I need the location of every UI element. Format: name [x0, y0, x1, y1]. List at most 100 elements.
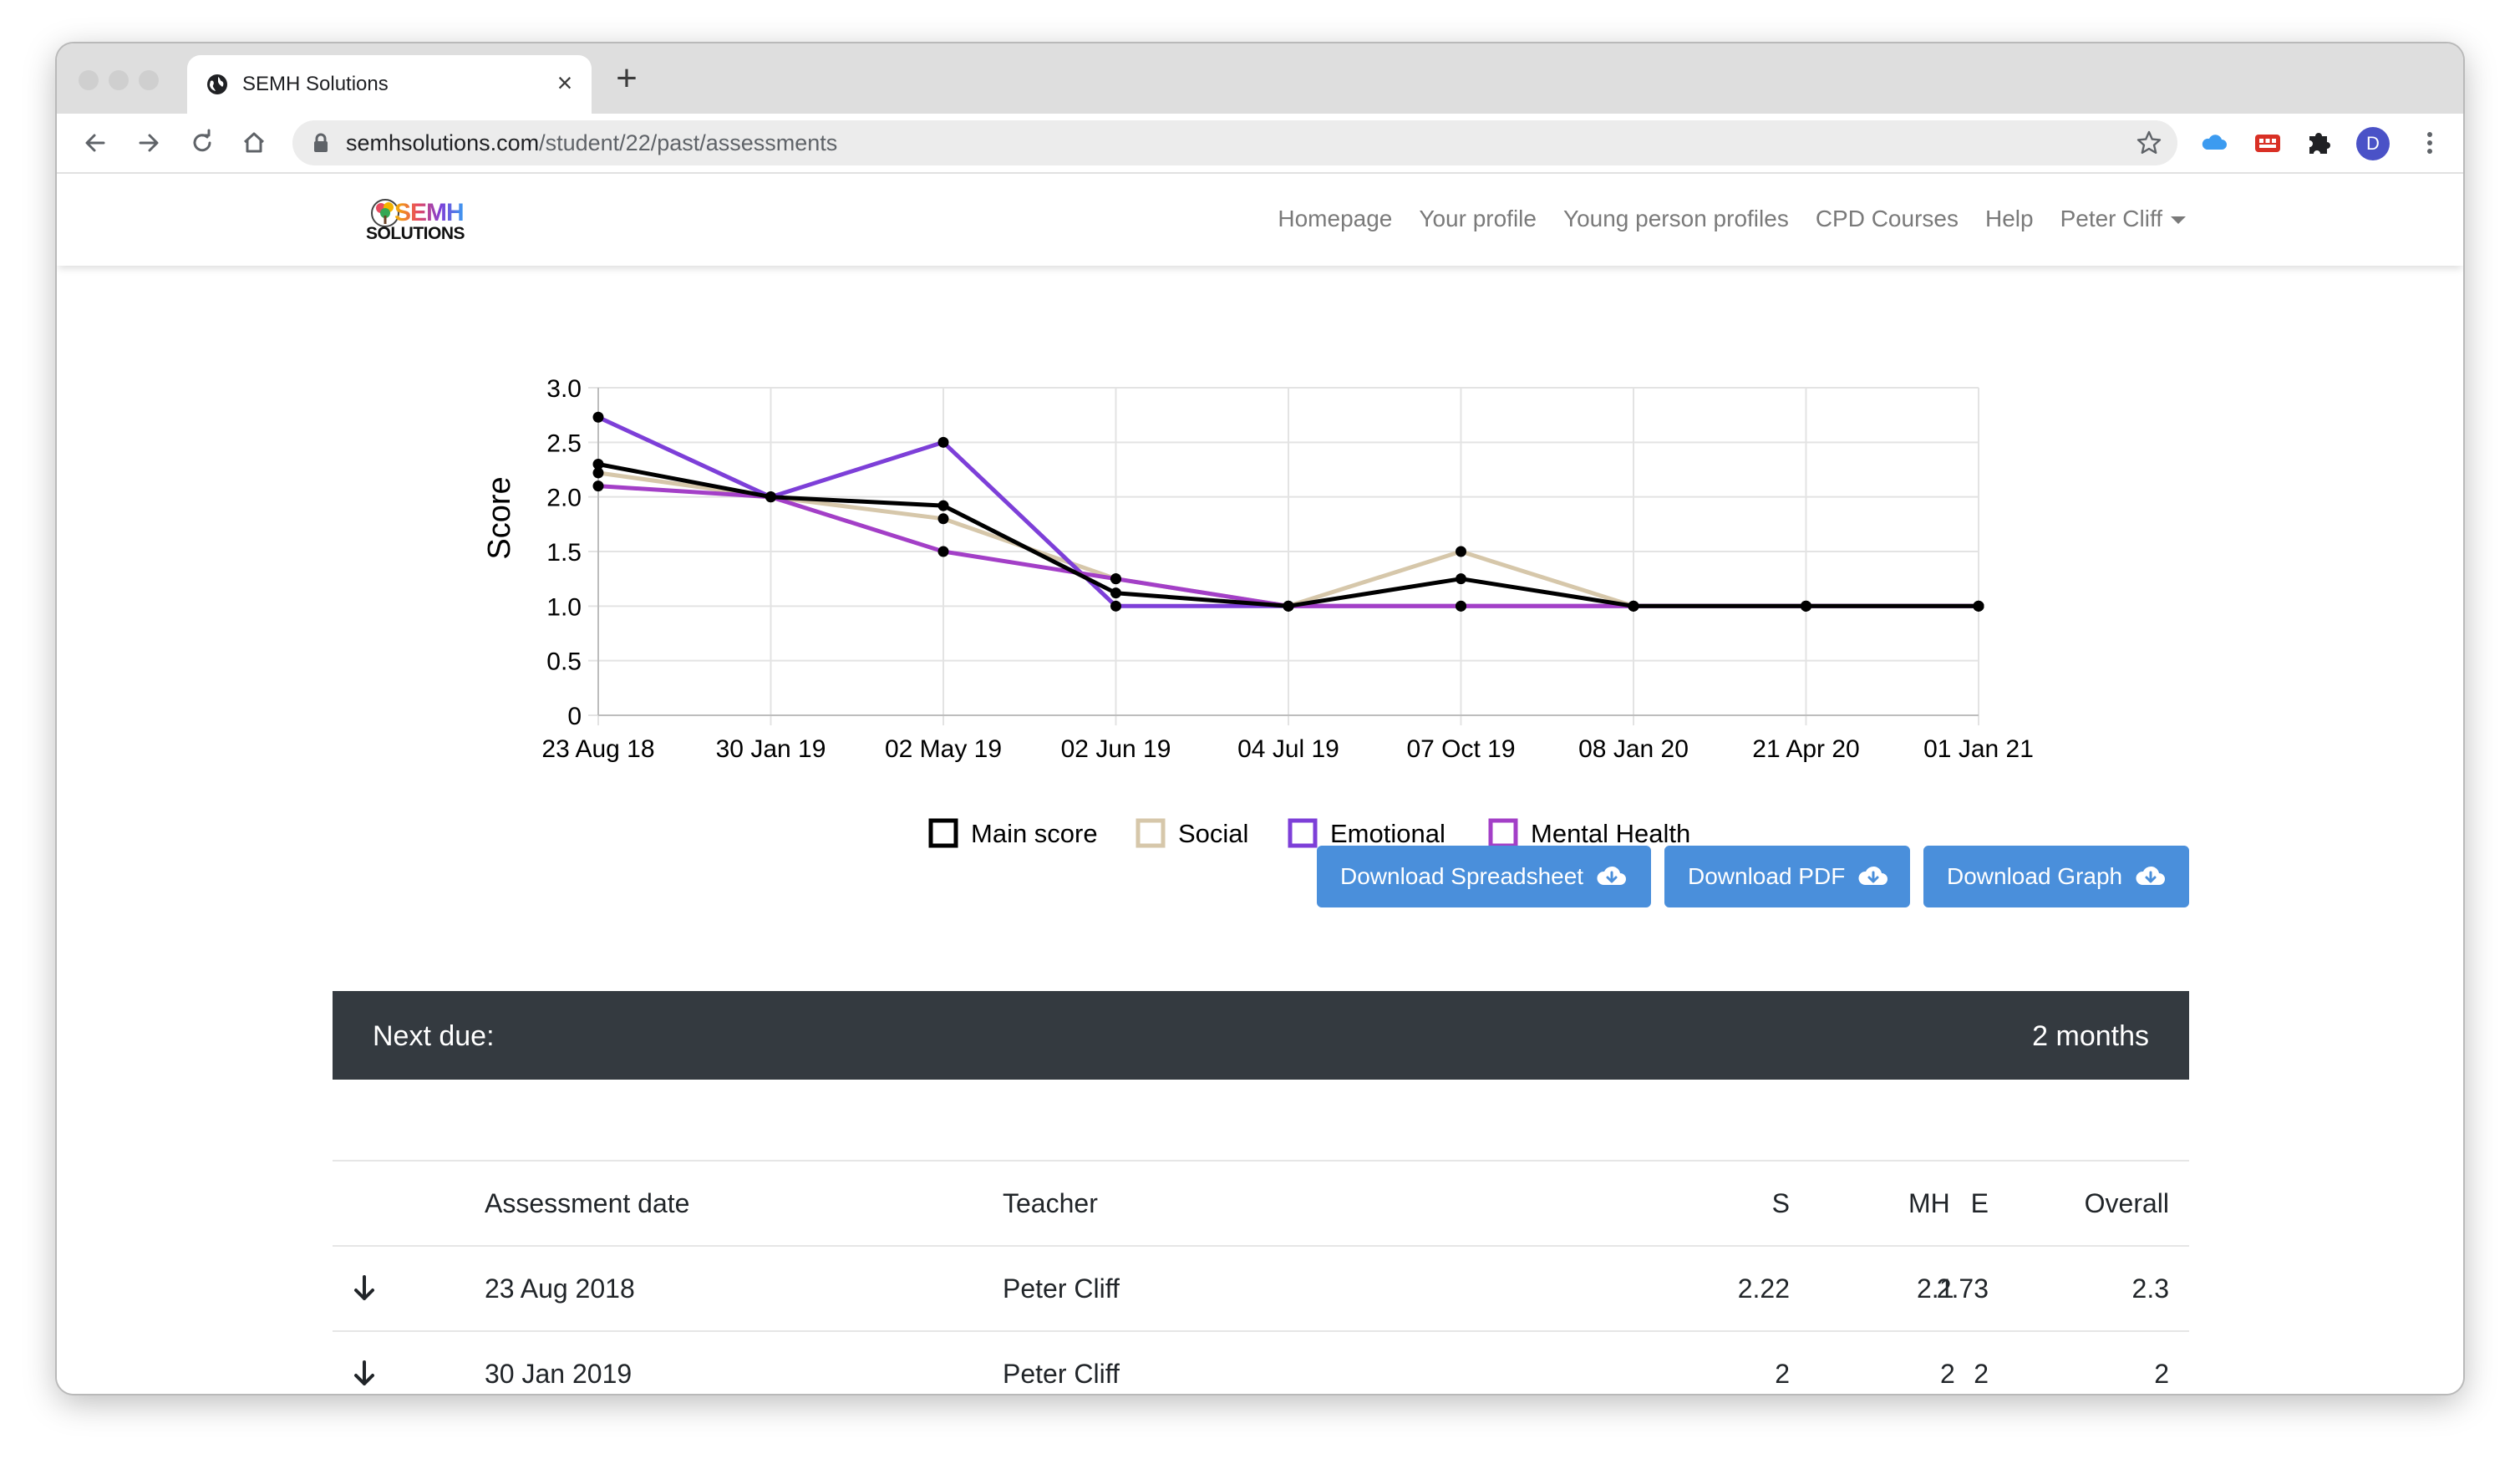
legend-item-mental-health[interactable]: Mental Health	[1488, 818, 1690, 848]
header-teacher: Teacher	[1003, 1188, 1098, 1218]
x-tick-label: 08 Jan 20	[1578, 735, 1689, 763]
row-social-score: 2.22	[1737, 1273, 1790, 1304]
data-point-main-score[interactable]	[1456, 573, 1466, 585]
header-assessment-date: Assessment date	[485, 1188, 690, 1218]
url-host: semhsolutions.com	[346, 130, 540, 155]
legend-swatch	[1288, 818, 1318, 848]
forward-arrow-icon[interactable]	[134, 128, 164, 158]
browser-tab[interactable]: SEMH Solutions ×	[187, 55, 592, 114]
data-point-mental-health[interactable]	[937, 546, 949, 557]
data-point-main-score[interactable]	[1283, 600, 1294, 612]
legend-label: Mental Health	[1531, 819, 1690, 848]
y-tick-label: 0	[567, 703, 582, 730]
home-icon[interactable]	[239, 128, 269, 158]
arrow-down-icon[interactable]	[349, 1359, 379, 1389]
chart-series-points	[592, 411, 1984, 612]
chart-axes	[597, 388, 1979, 716]
table-header-row: Assessment date Teacher S E MH Overall	[333, 1160, 2189, 1245]
cloud-icon[interactable]	[2199, 128, 2229, 158]
download-graph-button[interactable]: Download Graph	[1923, 846, 2189, 907]
x-tick-label: 02 May 19	[885, 735, 1002, 763]
reload-icon[interactable]	[187, 128, 217, 158]
site-navbar: SEMH SOLUTIONS Homepage Your profile You…	[57, 174, 2463, 266]
row-emotional-score: 2	[1974, 1359, 1989, 1389]
address-bar[interactable]: semhsolutions.com/student/22/past/assess…	[292, 120, 2177, 165]
row-overall-score: 2.3	[2131, 1273, 2169, 1304]
download-pdf-label: Download PDF	[1688, 863, 1846, 889]
y-tick-label: 2.0	[546, 485, 582, 512]
profile-avatar[interactable]: D	[2356, 127, 2390, 160]
table-row[interactable]: 23 Aug 2018 Peter Cliff 2.22 2.73 2.1 2.…	[333, 1245, 2189, 1330]
data-point-mental-health[interactable]	[1456, 600, 1466, 612]
site-nav-links: Homepage Your profile Young person profi…	[1251, 204, 2186, 234]
legend-item-social[interactable]: Social	[1136, 818, 1248, 848]
red-extension-icon[interactable]	[2253, 128, 2283, 158]
window-minimize-dot[interactable]	[109, 70, 129, 90]
cloud-download-icon	[1597, 866, 1626, 885]
nav-user-dropdown[interactable]: Peter Cliff	[2060, 204, 2186, 234]
puzzle-icon[interactable]	[2304, 128, 2335, 158]
chart-legend: Main score Social Emotional Mental Health	[928, 818, 1690, 848]
back-arrow-icon[interactable]	[80, 128, 110, 158]
data-point-social[interactable]	[937, 513, 949, 525]
legend-label: Main score	[971, 819, 1098, 848]
table-row[interactable]: 30 Jan 2019 Peter Cliff 2 2 2 2	[333, 1330, 2189, 1394]
data-point-social[interactable]	[1456, 546, 1466, 557]
window-close-dot[interactable]	[79, 70, 99, 90]
data-point-emotional[interactable]	[1110, 600, 1121, 612]
nav-help[interactable]: Help	[1984, 206, 2034, 231]
y-axis-label: Score	[482, 476, 517, 559]
x-tick-label: 07 Oct 19	[1406, 735, 1515, 763]
data-point-mental-health[interactable]	[1110, 573, 1121, 585]
data-point-social[interactable]	[592, 467, 604, 479]
download-graph-label: Download Graph	[1947, 863, 2123, 889]
plus-icon[interactable]: +	[616, 58, 638, 99]
header-social: S	[1771, 1188, 1790, 1218]
close-icon[interactable]: ×	[556, 68, 573, 98]
next-due-value: 2 months	[2032, 1020, 2149, 1052]
data-point-main-score[interactable]	[1628, 600, 1639, 612]
data-point-main-score[interactable]	[937, 500, 949, 511]
logo-text-top: SEMH	[394, 199, 465, 227]
legend-label: Social	[1178, 819, 1248, 848]
nav-your-profile[interactable]: Your profile	[1419, 206, 1537, 231]
caret-down-icon	[2171, 216, 2186, 225]
data-point-main-score[interactable]	[1801, 600, 1811, 612]
star-icon[interactable]	[2136, 130, 2162, 156]
legend-swatch	[928, 818, 958, 848]
download-pdf-button[interactable]: Download PDF	[1664, 846, 1910, 907]
data-point-mental-health[interactable]	[592, 480, 604, 492]
window-zoom-dot[interactable]	[139, 70, 159, 90]
chart-y-ticks: 0 0.5 1.0 1.5 2.0 2.5 3.0	[546, 375, 582, 730]
download-spreadsheet-button[interactable]: Download Spreadsheet	[1317, 846, 1651, 907]
data-point-main-score[interactable]	[765, 491, 776, 503]
legend-label: Emotional	[1330, 819, 1445, 848]
arrow-down-icon[interactable]	[349, 1273, 379, 1304]
legend-item-main-score[interactable]: Main score	[928, 818, 1098, 848]
data-point-main-score[interactable]	[592, 458, 604, 470]
assessment-chart: 0 0.5 1.0 1.5 2.0 2.5 3.0 23 Aug 18 30 Jan 19 02…	[482, 375, 2034, 848]
data-point-emotional[interactable]	[592, 411, 604, 423]
x-tick-label: 30 Jan 19	[716, 735, 826, 763]
data-point-main-score[interactable]	[1973, 600, 1984, 612]
legend-swatch	[1488, 818, 1518, 848]
nav-homepage[interactable]: Homepage	[1278, 206, 1393, 231]
data-point-main-score[interactable]	[1110, 587, 1121, 599]
kebab-menu-icon[interactable]	[2421, 128, 2438, 158]
legend-item-emotional[interactable]: Emotional	[1288, 818, 1445, 848]
row-teacher: Peter Cliff	[1003, 1273, 1120, 1304]
x-tick-label: 02 Jun 19	[1061, 735, 1171, 763]
nav-young-person-profiles[interactable]: Young person profiles	[1562, 206, 1789, 231]
legend-swatch	[1136, 818, 1166, 848]
tab-strip: SEMH Solutions × +	[57, 43, 2463, 114]
header-overall: Overall	[2084, 1188, 2169, 1218]
logo-text-bottom: SOLUTIONS	[366, 224, 465, 243]
y-tick-label: 1.5	[546, 539, 582, 567]
data-point-emotional[interactable]	[937, 436, 949, 448]
y-tick-label: 2.5	[546, 430, 582, 457]
x-tick-label: 21 Apr 20	[1752, 735, 1859, 763]
download-spreadsheet-label: Download Spreadsheet	[1340, 863, 1584, 889]
nav-cpd-courses[interactable]: CPD Courses	[1815, 206, 1959, 231]
site-logo[interactable]: SEMH SOLUTIONS	[364, 194, 473, 247]
url-text[interactable]: semhsolutions.com/student/22/past/assess…	[346, 130, 837, 155]
